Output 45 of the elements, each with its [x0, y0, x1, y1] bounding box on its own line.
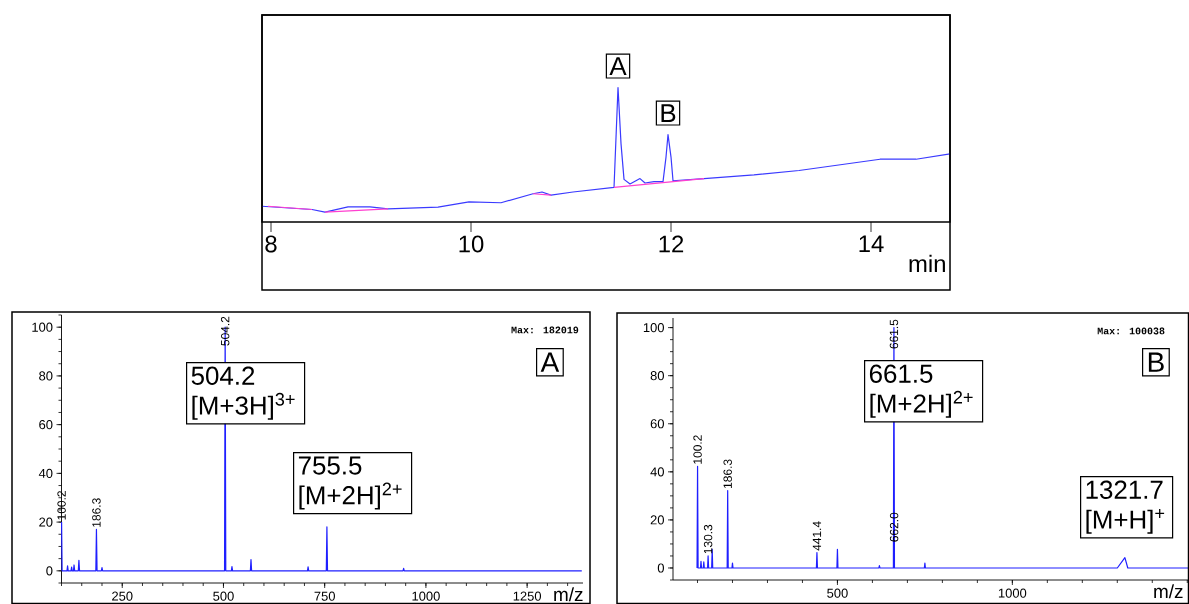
y-tick-label: 20: [650, 515, 664, 525]
annotation: 100.2: [693, 435, 702, 464]
annotation: 130.3: [703, 524, 713, 554]
y-tick-label: 80: [39, 371, 53, 381]
x-tick-label: 250: [112, 591, 133, 601]
x-axis-title: m/z: [554, 587, 583, 602]
x-axis-title: min: [909, 254, 945, 272]
y-tick-label: 40: [38, 468, 53, 478]
annotation: A: [540, 352, 560, 372]
x-tick-label: 750: [314, 591, 335, 601]
annotation: 1321.7 [M+H]$^{+}$: [1086, 480, 1165, 534]
y-tick-label: 20: [39, 517, 53, 527]
y-tick-label: 100: [643, 323, 664, 333]
y-tick-label: 100: [32, 322, 53, 332]
annotation: B: [1148, 352, 1164, 372]
annotation: 661.5: [889, 319, 899, 349]
x-tick-label: 1000: [998, 588, 1027, 598]
x-tick-label: 10: [459, 235, 484, 253]
x-tick-label: 12: [659, 235, 684, 253]
annotation: 100.2: [57, 491, 66, 520]
annotation: 662.0: [889, 512, 899, 542]
y-tick-label: 60: [39, 420, 53, 430]
y-tick-label: 80: [650, 371, 664, 381]
y-tick-label: 0: [46, 566, 53, 576]
annotation: Max: 182019: [511, 326, 579, 334]
annotation: Max: 100038: [1097, 327, 1165, 335]
annotation: 504.2 [M+3H]$^{3+}$: [191, 366, 295, 420]
x-tick-label: 1000: [412, 591, 440, 601]
x-tick-label: 14: [859, 235, 884, 252]
annotation: 755.5 [M+2H]$^{2+}$: [298, 456, 402, 510]
annotation: 504.2: [220, 316, 230, 346]
y-tick-label: 0: [657, 563, 664, 573]
x-tick-label: 500: [213, 591, 234, 601]
annotation: 441.4: [812, 521, 822, 551]
annotation: A: [609, 57, 627, 75]
annotation: B: [661, 104, 676, 123]
y-tick-label: 40: [650, 467, 664, 477]
x-axis-title: m/z: [1154, 584, 1183, 599]
x-tick-label: 8: [265, 235, 277, 253]
annotation: 186.3: [723, 459, 732, 488]
x-tick-label: 500: [827, 588, 848, 598]
y-tick-label: 60: [650, 419, 664, 429]
annotation: 186.3: [92, 498, 101, 527]
annotation: 661.5 [M+2H]$^{2+}$: [869, 364, 973, 418]
x-tick-label: 1250: [513, 591, 542, 601]
